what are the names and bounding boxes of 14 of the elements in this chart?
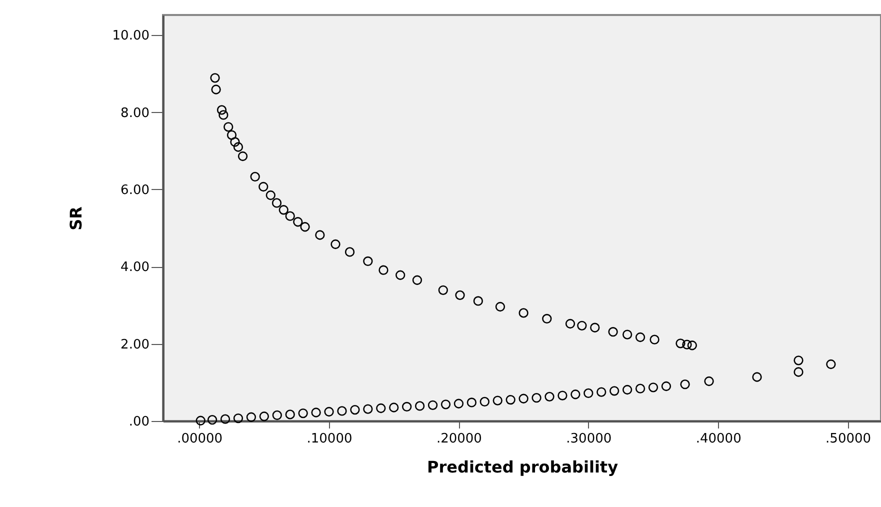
x-tick-label: .30000 [566, 432, 612, 446]
x-tick-label: .20000 [436, 432, 482, 446]
y-tick-label: 6.00 [120, 182, 150, 198]
y-tick-label: 4.00 [120, 260, 150, 276]
x-axis-title: Predicted probability [427, 458, 619, 476]
y-tick-label: 10.00 [112, 28, 150, 44]
x-tick-label: .10000 [306, 432, 352, 446]
y-axis-title: SR [66, 206, 86, 230]
x-tick-label: .00000 [177, 432, 223, 446]
x-tick-label: .40000 [696, 432, 742, 446]
y-tick-label: .00 [128, 414, 150, 430]
y-tick-label: 8.00 [120, 106, 150, 121]
y-tick-label: 2.00 [120, 337, 150, 352]
x-tick-label: .50000 [826, 432, 872, 446]
